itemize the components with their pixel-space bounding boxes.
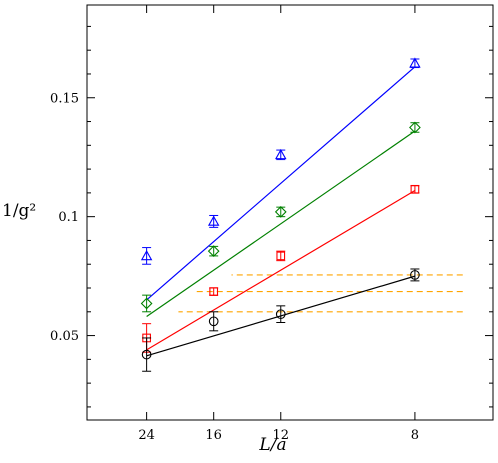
- reference-lines: [178, 274, 463, 313]
- data-point-diamond-L8: [409, 121, 421, 134]
- data-point-triangle-L24: [140, 247, 153, 265]
- x-axis-label: L/a: [258, 435, 286, 455]
- x-tick-label: 12: [272, 428, 289, 443]
- circle-marker: [141, 349, 152, 360]
- triangle-marker: [275, 148, 287, 160]
- data-point-circle-L8: [410, 268, 420, 282]
- circle-marker: [208, 316, 219, 327]
- diamond-marker: [140, 297, 153, 310]
- x-tick-label: 8: [411, 428, 419, 443]
- plot-frame: [86, 4, 494, 421]
- data-point-square-L8: [410, 184, 420, 194]
- circle-marker: [275, 309, 286, 320]
- triangle-marker: [207, 215, 220, 226]
- square-marker: [410, 184, 420, 194]
- x-tick-label: 24: [138, 428, 155, 443]
- fit-line-square: [146, 189, 416, 351]
- y-tick-label: 0.1: [58, 210, 79, 225]
- diamond-marker: [207, 245, 220, 258]
- data-point-square-L12: [276, 250, 286, 262]
- y-tick-label: 0.15: [50, 91, 79, 106]
- data-point-diamond-L12: [274, 206, 287, 218]
- data-point-triangle-L16: [207, 214, 220, 228]
- data-point-square-L16: [209, 287, 219, 296]
- data-point-triangle-L8: [409, 57, 421, 69]
- y-tick-label: 0.05: [50, 329, 79, 344]
- data-point-circle-L12: [275, 305, 286, 323]
- axes: [86, 4, 494, 421]
- triangle-marker: [409, 57, 421, 68]
- ticks: 8 12 16 24 0.05 0.1 0.15: [50, 5, 493, 443]
- diamond-marker: [409, 121, 421, 134]
- data-point-diamond-L24: [140, 294, 153, 313]
- data-point-circle-L16: [208, 311, 219, 332]
- x-tick-label: 16: [205, 428, 222, 443]
- data-point-triangle-L12: [275, 148, 287, 161]
- y-axis-label: 1/g²: [2, 201, 36, 221]
- square-marker: [209, 287, 219, 296]
- data-point-diamond-L16: [207, 245, 220, 258]
- triangle-marker: [140, 249, 153, 261]
- fit-line-diamond: [146, 130, 416, 318]
- fit-line-triangle: [146, 66, 416, 301]
- circle-marker: [410, 270, 420, 280]
- diamond-marker: [274, 206, 287, 218]
- data-point-circle-L24: [141, 337, 152, 372]
- square-marker: [276, 251, 286, 261]
- data-points: [140, 57, 421, 372]
